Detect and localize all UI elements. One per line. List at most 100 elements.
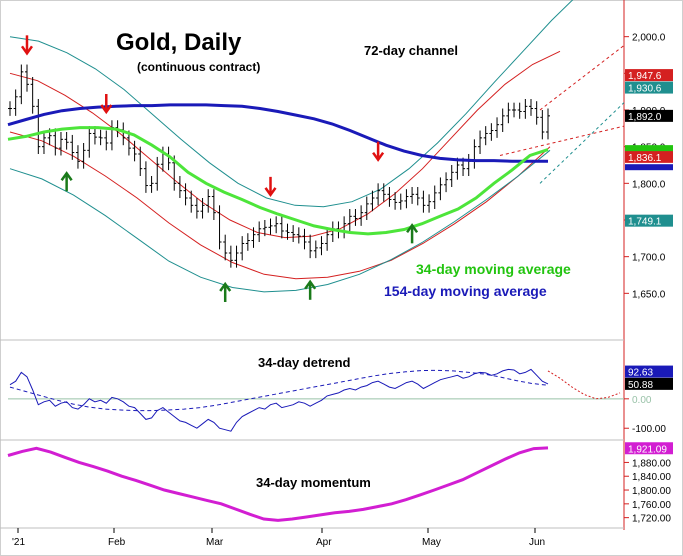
axis-tick-label: 1,720.00	[632, 514, 671, 525]
channel-lines	[9, 0, 625, 293]
value-badge-bg	[625, 81, 673, 94]
price-bar	[149, 176, 154, 193]
signal-arrows	[20, 35, 419, 302]
value-badge: 50.88	[628, 380, 653, 391]
price-bar	[410, 187, 415, 204]
price-bar	[36, 99, 41, 154]
ma34-line	[7, 126, 549, 236]
sell-arrow	[100, 94, 113, 115]
price-bar	[98, 129, 103, 146]
price-bar	[211, 189, 216, 220]
axis-tick-label: 1,840.00	[632, 472, 671, 483]
price-bar	[274, 216, 279, 234]
axis-tick-label: 1,800.0	[632, 179, 666, 190]
ma154-line	[7, 103, 548, 163]
value-badge-bg	[625, 214, 673, 227]
price-bar	[506, 102, 511, 124]
axis-tick-label: 0.00	[632, 395, 652, 406]
value-badge: 1,836.1	[628, 153, 662, 164]
detrend-axis-ticks: 0.00 -100.00	[624, 395, 666, 435]
price-bar	[302, 228, 307, 250]
channel-inner-lower	[9, 131, 551, 280]
price-bar	[347, 209, 352, 231]
chart-subtitle: (continuous contract)	[137, 60, 260, 74]
x-tick-label: Feb	[108, 537, 126, 548]
axis-tick-label: 1,880.00	[632, 458, 671, 469]
price-bar	[143, 161, 148, 193]
price-bar	[489, 123, 494, 141]
value-badge-bg	[625, 377, 673, 390]
x-tick-label: May	[422, 537, 441, 548]
axis-tick-label: 1,650.0	[632, 289, 666, 300]
price-bar	[217, 205, 222, 250]
price-bar	[540, 110, 545, 140]
sell-arrow	[372, 141, 385, 162]
series-color-tab	[625, 145, 673, 152]
value-badge: 1,749.1	[628, 217, 662, 228]
price-bar	[87, 126, 92, 158]
sell-arrow	[264, 176, 277, 198]
price-bar	[427, 194, 432, 213]
price-bar	[364, 196, 369, 220]
price-bar	[41, 130, 46, 154]
price-bar	[132, 140, 137, 162]
ma34-label: 34-day moving average	[416, 261, 571, 277]
price-bar	[495, 117, 500, 138]
momentum-panel: 1,880.00 1,840.00 1,800.00 1,760.00 1,720.00…	[7, 442, 673, 525]
price-bar	[325, 227, 330, 251]
price-bar	[234, 245, 239, 268]
price-bar	[19, 64, 24, 105]
price-bar	[376, 183, 381, 206]
value-badge-bg	[625, 150, 673, 163]
price-bar	[64, 132, 69, 150]
price-bar	[285, 223, 290, 240]
price-bar	[404, 189, 409, 209]
series-color-tab	[625, 164, 673, 171]
axis-tick-label: 2,000.0	[632, 33, 666, 44]
price-bar	[194, 198, 199, 219]
price-bar	[251, 227, 256, 248]
channel-label: 72-day channel	[364, 43, 458, 58]
price-bar	[296, 227, 301, 244]
price-bar	[387, 187, 392, 207]
price-bar	[398, 193, 403, 210]
price-bar	[393, 192, 398, 210]
buy-arrow	[406, 223, 419, 244]
price-bar	[444, 172, 449, 193]
price-bar	[30, 77, 35, 114]
price-bar	[81, 143, 86, 169]
price-bar	[308, 234, 313, 259]
price-bar	[24, 64, 29, 92]
price-bar	[353, 209, 358, 226]
price-bar	[449, 165, 454, 187]
channel-projection-lower	[539, 102, 625, 184]
price-bar	[279, 216, 284, 239]
momentum-line	[7, 446, 549, 522]
x-tick-label: Mar	[206, 537, 224, 548]
buy-arrow	[60, 171, 73, 192]
price-bar	[262, 220, 267, 237]
value-badge-bg	[625, 109, 673, 122]
price-bar	[546, 108, 550, 140]
axis-tick-label: -100.00	[632, 424, 666, 435]
value-badge: 1,930.6	[628, 84, 662, 95]
chart-title: Gold, Daily	[116, 29, 242, 56]
momentum-badges: 1,921.09	[625, 442, 673, 455]
price-badges: 1,947.6 1,930.6 1,892.0 1,836.1 1,749.1	[625, 69, 673, 228]
price-bar	[359, 205, 364, 226]
price-bar	[319, 236, 324, 256]
price-bar	[75, 145, 80, 169]
value-badge: 92.63	[628, 368, 653, 379]
price-bar	[483, 126, 488, 146]
momentum-label: 34-day momentum	[256, 475, 371, 490]
x-axis: '21 Feb Mar Apr May Jun	[12, 528, 545, 548]
axis-tick-label: 1,760.00	[632, 500, 671, 511]
price-bar	[138, 146, 143, 176]
momentum-axis-ticks: 1,880.00 1,840.00 1,800.00 1,760.00 1,720.00	[624, 458, 671, 525]
price-panel: 2,000.01,950.01,900.01,850.01,800.01,750…	[7, 0, 673, 302]
price-bar	[245, 233, 250, 251]
momentum-lines	[7, 446, 549, 522]
